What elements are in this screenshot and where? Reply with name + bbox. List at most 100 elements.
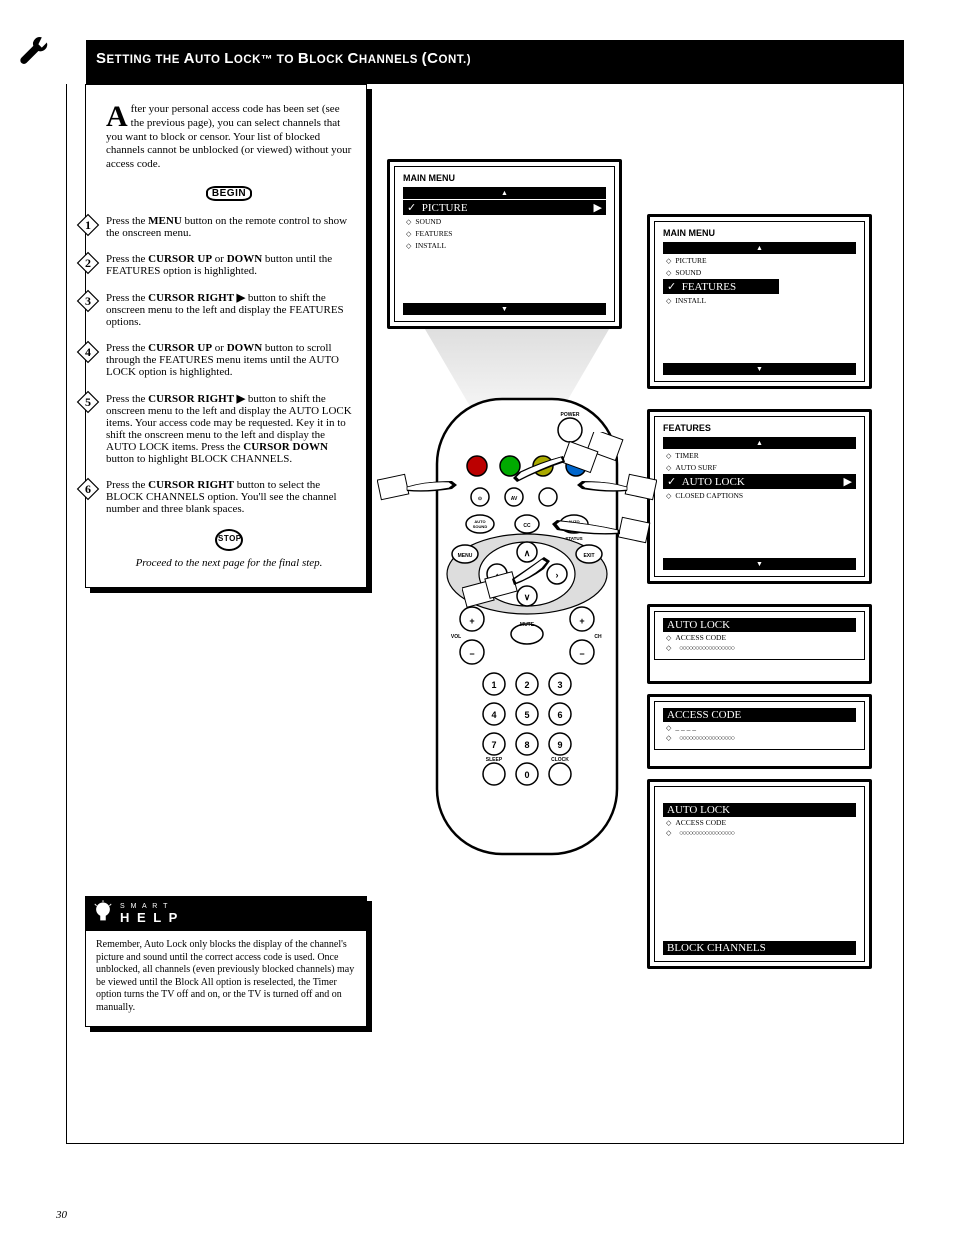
svg-text:1: 1 (491, 680, 496, 690)
osd-r2-item-1: ◇ AUTO SURF (663, 462, 856, 473)
osd-top: MAIN MENU ▲ ✓ PICTURE▶ ◇ SOUND ◇ FEATURE… (387, 159, 622, 329)
page-root: SETTING THE AUTO LOCK™ TO BLOCK CHANNELS… (0, 0, 954, 1235)
step-4: 4 Press the CURSOR UP or DOWN button to … (106, 342, 352, 378)
osd-r5-dots-text: ○○○○○○○○○○○○○○○○○ (679, 829, 734, 837)
title-rest: ETTING THE (107, 54, 180, 66)
osd-r4-dots-text: ○○○○○○○○○○○○○○○○○ (679, 734, 734, 742)
hand-mute (462, 549, 582, 609)
osd-r3-dots: ◇ ○○○○○○○○○○○○○○○○○ (663, 643, 856, 653)
step-4-text: Press the CURSOR UP or DOWN button to sc… (106, 342, 339, 378)
osd-r1-selected: ✓ FEATURES▶ (663, 279, 779, 294)
osd-r4-title: ACCESS CODE (667, 709, 741, 721)
osd-r3-title-bar: AUTO LOCK (663, 618, 856, 632)
osd-r2-inner: FEATURES ▲ ◇ TIMER ◇ AUTO SURF ✓ AUTO LO… (654, 416, 865, 577)
step-5: 5 Press the CURSOR RIGHT ▶ button to shi… (106, 392, 352, 465)
osd-r5-sub: ◇ ACCESS CODE (663, 817, 856, 828)
intro-body: fter your personal access code has been … (106, 103, 351, 170)
svg-text:VOL: VOL (451, 634, 461, 640)
svg-text:EXIT: EXIT (583, 553, 594, 559)
svg-text:CLOCK: CLOCK (551, 757, 569, 763)
svg-text:−: − (469, 649, 474, 659)
osd-r5-dots: ◇ ○○○○○○○○○○○○○○○○○ (663, 828, 856, 838)
smart-help-panel: S M A R T H E L P Remember, Auto Lock on… (85, 896, 367, 1027)
svg-text:2: 2 (524, 680, 529, 690)
title-to: TO (277, 52, 298, 66)
step-6: 6 Press the CURSOR RIGHT button to selec… (106, 479, 352, 515)
osd-r5-bottom: BLOCK CHANNELS (663, 941, 856, 955)
smart-heading-big: H E L P (120, 910, 179, 925)
step-1: 1 Press the MENU button on the remote co… (106, 215, 352, 239)
osd-r4-title-bar: ACCESS CODE (663, 708, 856, 722)
stop-badge: STOP (215, 529, 243, 551)
svg-text:⊙: ⊙ (478, 496, 482, 502)
osd-r3-inner: AUTO LOCK ◇ ACCESS CODE ◇ ○○○○○○○○○○○○○○… (654, 611, 865, 660)
osd-r1-inner: MAIN MENU ▲ ◇ PICTURE ◇ SOUND ✓ FEATURES… (654, 221, 865, 382)
stop-row: STOP (106, 529, 352, 551)
osd-r2-downarrow: ▼ (663, 558, 856, 570)
osd-r2-selected: ✓ AUTO LOCK▶ (663, 474, 856, 489)
svg-text:1: 1 (85, 218, 91, 232)
title-paren: (C (422, 50, 439, 67)
svg-text:SOUND: SOUND (473, 524, 488, 529)
hand-up (505, 432, 635, 492)
step-5-text: Press the CURSOR RIGHT ▶ button to shift… (106, 393, 352, 465)
step-2-number-icon: 2 (76, 251, 100, 275)
step-1-text: Press the MENU button on the remote cont… (106, 215, 347, 239)
wrench-icon (18, 34, 52, 68)
smart-help-header: S M A R T H E L P (86, 897, 366, 931)
dropcap: A (106, 103, 128, 130)
osd-r1-item-1: ◇ SOUND (663, 267, 856, 278)
osd-r1: MAIN MENU ▲ ◇ PICTURE ◇ SOUND ✓ FEATURES… (647, 214, 872, 389)
osd-r1-downarrow: ▼ (663, 363, 856, 375)
svg-text:5: 5 (524, 710, 529, 720)
title-mid2: UTO (195, 54, 221, 66)
osd-r4: ACCESS CODE ◇ _ _ _ _ ◇ ○○○○○○○○○○○○○○○○… (647, 694, 872, 769)
title-mid3: L (224, 50, 234, 67)
steps-panel: A fter your personal access code has bee… (85, 84, 367, 588)
osd-r4-dots: ◇ ○○○○○○○○○○○○○○○○○ (663, 733, 856, 743)
osd-r4-sub-text: _ _ _ _ (675, 723, 696, 732)
svg-text:+: + (469, 616, 474, 626)
osd-top-uparrow: ▲ (403, 187, 606, 199)
step-6-number-icon: 6 (76, 477, 100, 501)
osd-r5: AUTO LOCK ◇ ACCESS CODE ◇ ○○○○○○○○○○○○○○… (647, 779, 872, 969)
svg-text:3: 3 (85, 294, 91, 308)
osd-r1-item-3: ◇ INSTALL (663, 295, 856, 306)
svg-text:0: 0 (524, 770, 529, 780)
step-4-number-icon: 4 (76, 340, 100, 364)
svg-text:MUTE: MUTE (520, 622, 535, 628)
osd-r3: AUTO LOCK ◇ ACCESS CODE ◇ ○○○○○○○○○○○○○○… (647, 604, 872, 684)
svg-text:+: + (579, 616, 584, 626)
osd-top-item-1: ◇ SOUND (403, 216, 606, 227)
osd-r3-dots-text: ○○○○○○○○○○○○○○○○○ (679, 644, 734, 652)
step-1-number-icon: 1 (76, 213, 100, 237)
osd-top-downarrow: ▼ (403, 303, 606, 315)
osd-r2-uparrow: ▲ (663, 437, 856, 449)
smart-heading-small: S M A R T (120, 903, 179, 910)
begin-badge: BEGIN (206, 186, 252, 201)
svg-text:CH: CH (594, 634, 602, 640)
title-c: C (348, 50, 359, 67)
osd-r2-title: FEATURES (663, 423, 856, 433)
remote-power-label: POWER (561, 412, 580, 418)
lightbulb-icon (92, 900, 114, 928)
svg-text:6: 6 (85, 482, 91, 496)
step-2: 2 Press the CURSOR UP or DOWN button unt… (106, 253, 352, 277)
title-ont: ONT.) (439, 54, 472, 66)
title-rest2: OCK™ (234, 54, 277, 66)
svg-text:4: 4 (85, 345, 91, 359)
osd-r3-sub: ◇ ACCESS CODE (663, 632, 856, 643)
smart-help-body: Remember, Auto Lock only blocks the disp… (86, 931, 366, 1026)
svg-text:2: 2 (85, 256, 91, 270)
osd-r5-sub-text: ACCESS CODE (675, 818, 726, 827)
osd-r4-inner: ACCESS CODE ◇ _ _ _ _ ◇ ○○○○○○○○○○○○○○○○… (654, 701, 865, 750)
svg-text:7: 7 (491, 740, 496, 750)
step-6-text: Press the CURSOR RIGHT button to select … (106, 479, 337, 515)
osd-r5-title: AUTO LOCK (667, 804, 730, 816)
svg-text:CC: CC (523, 523, 531, 529)
step-5-number-icon: 5 (76, 390, 100, 414)
svg-text:9: 9 (557, 740, 562, 750)
hand-right (542, 502, 662, 552)
smart-heading: S M A R T H E L P (120, 903, 179, 925)
osd-top-item-2: ◇ FEATURES (403, 228, 606, 239)
